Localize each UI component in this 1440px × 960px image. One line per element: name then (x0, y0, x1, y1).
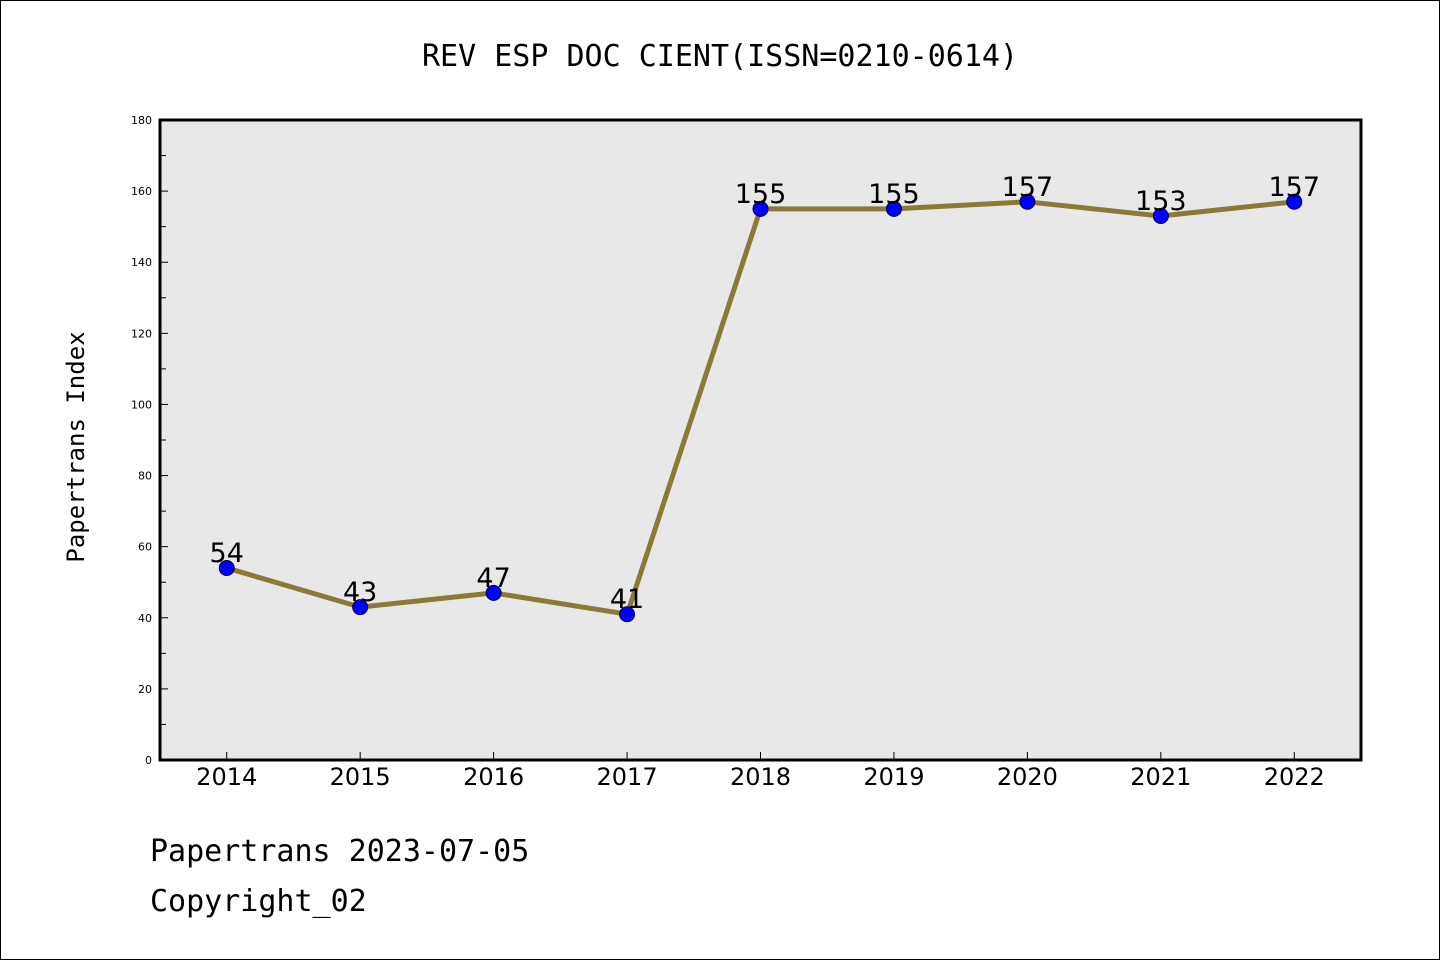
data-point (619, 606, 636, 623)
data-label: 41 (610, 584, 644, 615)
data-label: 153 (1135, 186, 1187, 217)
x-tick-label: 2016 (463, 763, 524, 791)
y-tick-label: 160 (131, 185, 152, 198)
data-labels: 54 43 47 41 155 155 157 153 157 (210, 172, 1321, 615)
plot-area (158, 118, 1363, 762)
data-point (885, 200, 902, 217)
data-point (485, 584, 502, 601)
data-label: 155 (735, 179, 787, 210)
data-point (1019, 193, 1036, 210)
data-point (1152, 208, 1169, 224)
data-point (1286, 193, 1303, 210)
x-tick-label: 2017 (597, 763, 658, 791)
x-tick-label: 2014 (196, 763, 257, 791)
series-markers (218, 193, 1303, 623)
x-tick-label: 2018 (730, 763, 791, 791)
y-tick-label: 0 (145, 754, 152, 767)
x-axis: 2014 2015 2016 2017 2018 2019 2020 2021 2022 (196, 752, 1325, 791)
y-tick-label: 80 (138, 470, 152, 483)
y-tick-label: 180 (131, 114, 152, 127)
y-axis: 0 20 40 60 80 100 120 140 160 180 (131, 114, 168, 767)
y-axis-label: Papertrans Index (62, 331, 90, 562)
data-point (352, 599, 369, 616)
y-tick-label: 100 (131, 398, 152, 411)
y-tick-label: 60 (138, 541, 152, 554)
source-note: Papertrans 2023-07-05 (150, 834, 530, 869)
y-tick-label: 40 (138, 612, 152, 625)
data-label: 43 (343, 577, 377, 608)
data-point (752, 200, 769, 217)
chart-title: REV ESP DOC CIENT(ISSN=0210-0614) (422, 39, 1018, 74)
data-label: 47 (476, 563, 510, 594)
data-label: 157 (1002, 172, 1054, 203)
y-tick-label: 140 (131, 256, 152, 269)
data-point (218, 560, 235, 576)
copyright-note: Copyright_02 (150, 884, 367, 919)
y-tick-label: 120 (131, 327, 152, 340)
x-tick-label: 2015 (330, 763, 391, 791)
x-tick-label: 2020 (997, 763, 1058, 791)
data-label: 155 (868, 179, 920, 210)
x-tick-label: 2022 (1264, 763, 1325, 791)
data-label: 157 (1269, 172, 1321, 203)
x-tick-label: 2019 (863, 763, 924, 791)
x-tick-label: 2021 (1130, 763, 1191, 791)
data-label: 54 (210, 538, 244, 569)
y-tick-label: 20 (138, 683, 152, 696)
